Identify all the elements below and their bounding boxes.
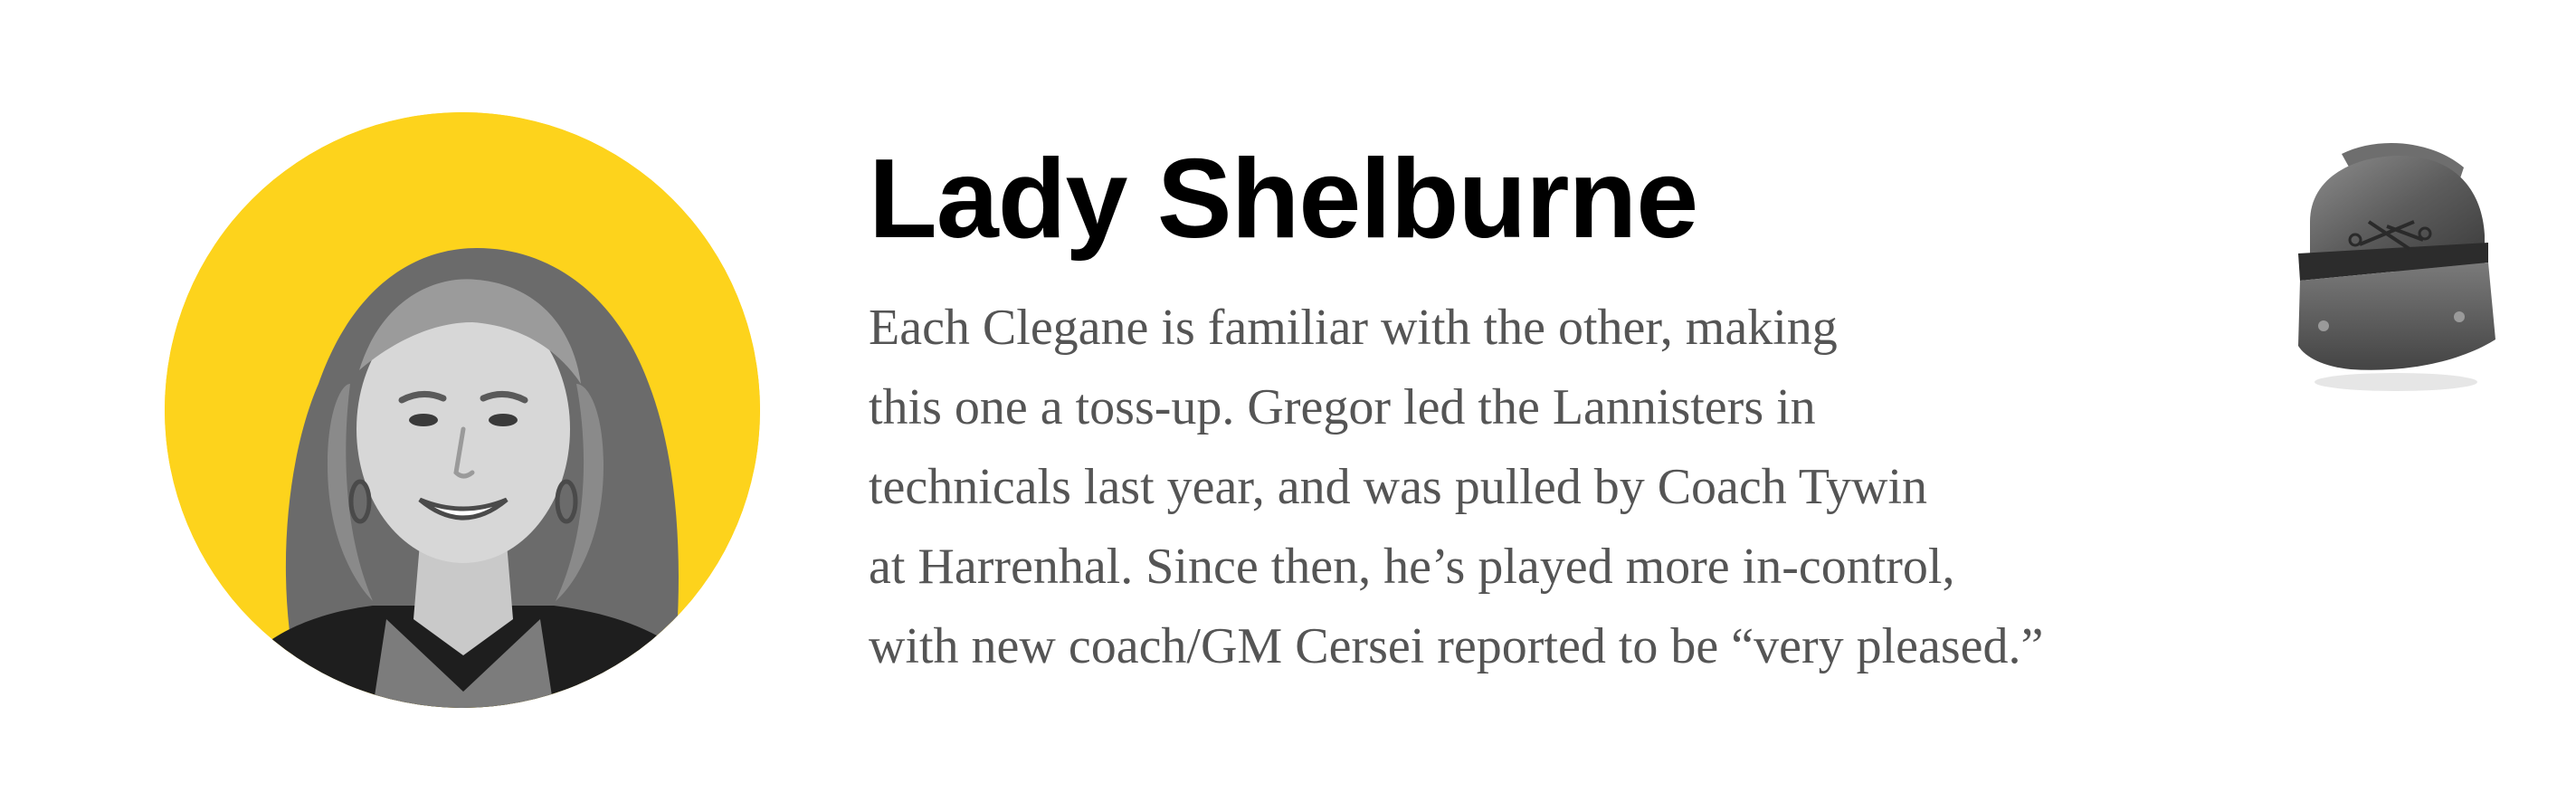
bio-line: Each Clegane is familiar with the other,… — [869, 300, 1838, 356]
bio-line: at Harrenhal. Since then, he’s played mo… — [869, 539, 1955, 595]
bio-line: this one a toss-up. Gregor led the Lanni… — [869, 379, 1816, 435]
person-name: Lady Shelburne — [869, 137, 1698, 262]
bio-line: with new coach/GM Cersei reported to be … — [869, 618, 2044, 674]
helmet-icon — [2278, 136, 2505, 398]
bio-text: Each Clegane is familiar with the other,… — [869, 288, 2226, 686]
bio-line: technicals last year, and was pulled by … — [869, 459, 1928, 515]
avatar-illustration — [165, 112, 760, 708]
avatar — [165, 112, 760, 708]
